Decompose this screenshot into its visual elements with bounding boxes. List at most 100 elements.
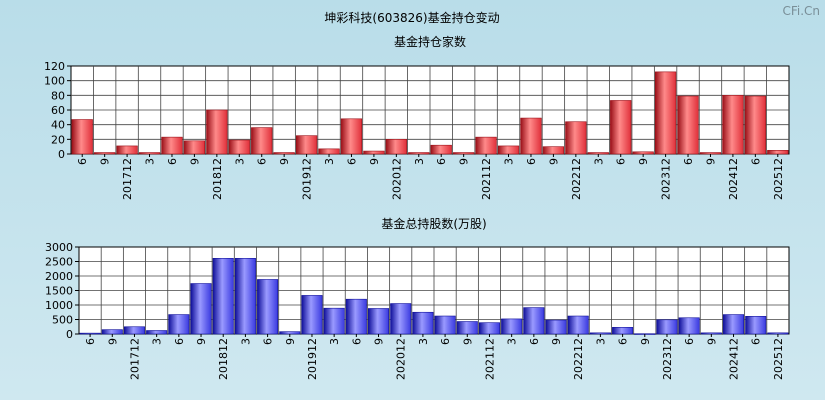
x-tick-label: 9: [373, 338, 386, 345]
count-bar: [453, 152, 475, 155]
x-tick-label: 9: [637, 158, 650, 165]
x-tick-label: 3: [151, 338, 164, 345]
count-bar: [206, 109, 228, 155]
shares-bar: [656, 319, 678, 335]
shares-bar: [523, 307, 545, 335]
x-tick-label: 202312: [661, 338, 674, 380]
shares-bar: [434, 315, 456, 335]
shares-bar: [168, 314, 190, 335]
shares-bar: [589, 332, 611, 335]
count-bar: [295, 135, 318, 155]
watermark: CFi.Cn: [782, 4, 820, 18]
x-tick-label: 6: [350, 338, 363, 345]
x-tick-label: 3: [328, 338, 341, 345]
count-bar: [161, 136, 183, 155]
count-bar: [251, 127, 273, 155]
count-bar: [363, 150, 385, 155]
shares-bar: [301, 295, 323, 335]
x-tick-label: 6: [682, 158, 695, 165]
x-tick-label: 9: [278, 158, 291, 165]
shares-bar: [678, 317, 700, 335]
x-tick-label: 202512: [772, 158, 785, 200]
shares-bar: [745, 316, 767, 335]
x-tick-label: 202112: [483, 338, 496, 380]
shares-bar: [723, 314, 745, 335]
count-bar: [71, 119, 93, 155]
main-title: 坤彩科技(603826)基金持仓变动: [324, 10, 499, 25]
x-tick-label: 3: [503, 158, 516, 165]
x-tick-label: 6: [525, 158, 538, 165]
y-tick-label: 100: [44, 75, 65, 88]
x-tick-label: 9: [99, 158, 112, 165]
x-tick-label: 6: [683, 338, 696, 345]
y-tick-label: 1000: [45, 299, 73, 312]
shares-bar: [567, 315, 589, 335]
x-tick-label: 9: [461, 338, 474, 345]
x-tick-label: 201712: [128, 338, 141, 380]
chart-title: 基金总持股数(万股): [381, 216, 486, 231]
x-tick-label: 202412: [728, 338, 741, 380]
x-tick-label: 9: [550, 338, 563, 345]
x-tick-label: 202512: [772, 338, 785, 380]
y-tick-label: 60: [51, 104, 65, 117]
x-tick-label: 6: [528, 338, 541, 345]
x-tick-label: 3: [417, 338, 430, 345]
count-bar: [542, 146, 565, 155]
count-bar: [677, 95, 699, 155]
count-bar: [497, 145, 520, 155]
shares-bar: [146, 330, 168, 335]
y-tick-label: 1500: [45, 285, 73, 298]
y-tick-label: 40: [51, 119, 65, 132]
x-tick-label: 202312: [660, 158, 673, 200]
y-tick-label: 80: [51, 89, 65, 102]
count-bar: [116, 145, 138, 155]
y-tick-label: 2500: [45, 256, 73, 269]
shares-bar: [257, 279, 279, 335]
x-tick-label: 3: [144, 158, 157, 165]
count-bar: [273, 152, 295, 155]
shares-bar: [545, 319, 567, 335]
shares-bar: [390, 303, 412, 335]
x-tick-label: 3: [323, 158, 336, 165]
x-tick-label: 6: [166, 158, 179, 165]
x-tick-label: 202112: [480, 158, 493, 200]
x-tick-label: 6: [750, 338, 763, 345]
x-tick-label: 6: [435, 158, 448, 165]
x-tick-label: 3: [506, 338, 519, 345]
shares-bar: [700, 332, 722, 335]
x-tick-label: 6: [615, 158, 628, 165]
count-bar: [722, 95, 744, 155]
shares-bar: [456, 321, 478, 335]
x-tick-label: 9: [458, 158, 471, 165]
y-tick-label: 0: [58, 148, 65, 161]
x-tick-label: 9: [284, 338, 297, 345]
y-tick-label: 120: [44, 60, 65, 73]
shares-bar: [412, 311, 434, 335]
count-bar: [565, 121, 587, 155]
count-bar: [340, 118, 363, 155]
y-tick-label: 500: [52, 314, 73, 327]
x-tick-label: 6: [76, 158, 89, 165]
x-tick-label: 6: [617, 338, 630, 345]
x-tick-label: 6: [749, 158, 762, 165]
y-tick-label: 0: [66, 328, 73, 341]
shares-bar: [212, 258, 234, 335]
x-tick-label: 6: [345, 158, 358, 165]
count-bar: [475, 136, 497, 155]
count-bar: [520, 117, 542, 155]
count-bar: [138, 152, 161, 155]
chart-title: 基金持仓家数: [394, 34, 466, 49]
count-bar: [610, 100, 632, 155]
x-tick-label: 202212: [570, 158, 583, 200]
count-bar: [318, 148, 340, 155]
count-bar: [632, 151, 654, 155]
x-tick-label: 201912: [306, 338, 319, 380]
x-tick-label: 202212: [572, 338, 585, 380]
count-bar: [94, 152, 116, 155]
x-tick-label: 201812: [217, 338, 230, 380]
x-tick-label: 9: [547, 158, 560, 165]
shares-bar: [190, 283, 212, 335]
